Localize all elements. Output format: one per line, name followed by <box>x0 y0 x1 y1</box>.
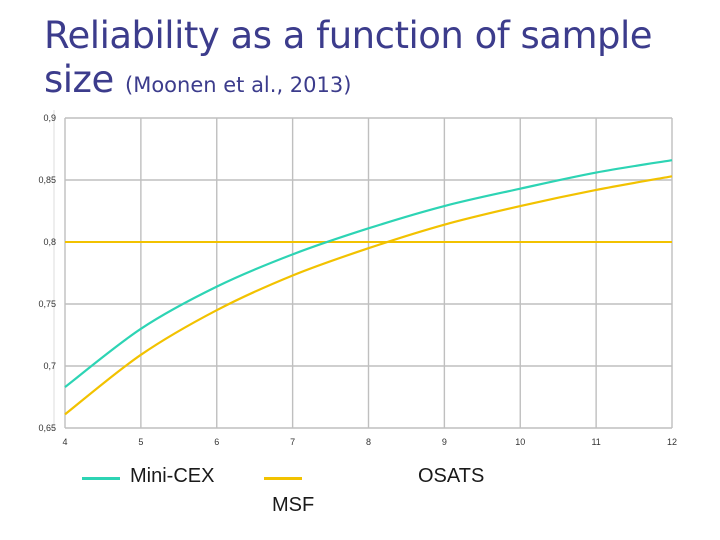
legend-swatch-mini-cex <box>82 477 120 480</box>
y-tick-label: 0,9 <box>43 113 56 123</box>
x-tick-label: 11 <box>591 437 600 447</box>
x-tick-label: 5 <box>138 437 143 447</box>
x-tick-label: 10 <box>515 437 525 447</box>
legend-label-osats: OSATS <box>418 465 485 487</box>
legend-swatch-msf <box>264 477 302 480</box>
x-axis-ticks: 4 5 6 7 8 9 10 11 12 <box>62 437 677 447</box>
legend-label-mini-cex: Mini-CEX <box>130 465 215 487</box>
legend-label-msf: MSF <box>272 494 315 516</box>
title-second-line: size <box>44 58 114 101</box>
x-tick-label: 12 <box>667 437 677 447</box>
y-tick-label: 0,85 <box>38 175 56 185</box>
series-line-msf <box>64 175 673 416</box>
citation: (Moonen et al., 2013) <box>125 73 352 97</box>
y-tick-label: 0,75 <box>38 299 56 309</box>
grid-layer <box>64 117 673 429</box>
x-tick-label: 7 <box>290 437 295 447</box>
x-tick-label: 8 <box>366 437 371 447</box>
y-axis-ticks: 0,9 0,85 0,8 0,75 0,7 0,65 <box>38 113 56 433</box>
y-tick-label: 0,7 <box>43 361 56 371</box>
y-tick-label: 0,65 <box>38 423 56 433</box>
series-line-mini-cex <box>64 159 673 388</box>
x-tick-label: 9 <box>442 437 447 447</box>
title-main: Reliability as a function of sample <box>44 14 653 57</box>
x-tick-label: 4 <box>62 437 67 447</box>
series-layer <box>64 159 673 416</box>
slide-title: Reliability as a function of sample size… <box>44 14 704 107</box>
x-tick-label: 6 <box>214 437 219 447</box>
y-tick-label: 0,8 <box>43 237 56 247</box>
